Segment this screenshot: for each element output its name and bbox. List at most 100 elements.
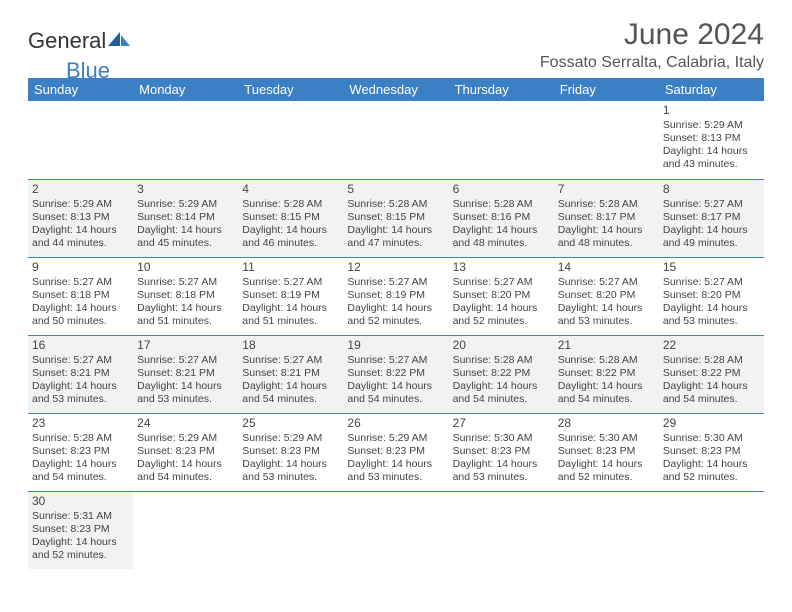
calendar-cell: 24Sunrise: 5:29 AMSunset: 8:23 PMDayligh… bbox=[133, 413, 238, 491]
sunrise-line: Sunrise: 5:29 AM bbox=[347, 432, 444, 445]
calendar-table: Sunday Monday Tuesday Wednesday Thursday… bbox=[28, 78, 764, 569]
calendar-cell bbox=[554, 101, 659, 179]
day-number: 30 bbox=[32, 494, 129, 509]
sunset-line: Sunset: 8:23 PM bbox=[453, 445, 550, 458]
daylight-line: Daylight: 14 hours and 47 minutes. bbox=[347, 224, 444, 250]
location-label: Fossato Serralta, Calabria, Italy bbox=[540, 54, 764, 72]
day-number: 8 bbox=[663, 182, 760, 197]
calendar-cell bbox=[659, 491, 764, 569]
sunrise-line: Sunrise: 5:28 AM bbox=[32, 432, 129, 445]
day-number: 27 bbox=[453, 416, 550, 431]
calendar-cell: 17Sunrise: 5:27 AMSunset: 8:21 PMDayligh… bbox=[133, 335, 238, 413]
calendar-cell: 5Sunrise: 5:28 AMSunset: 8:15 PMDaylight… bbox=[343, 179, 448, 257]
sunset-line: Sunset: 8:19 PM bbox=[347, 289, 444, 302]
calendar-cell: 11Sunrise: 5:27 AMSunset: 8:19 PMDayligh… bbox=[238, 257, 343, 335]
logo-text-general: General bbox=[28, 28, 106, 54]
calendar-cell bbox=[554, 491, 659, 569]
calendar-cell: 21Sunrise: 5:28 AMSunset: 8:22 PMDayligh… bbox=[554, 335, 659, 413]
sunrise-line: Sunrise: 5:27 AM bbox=[32, 354, 129, 367]
daylight-line: Daylight: 14 hours and 52 minutes. bbox=[32, 536, 129, 562]
sunrise-line: Sunrise: 5:27 AM bbox=[242, 276, 339, 289]
sunset-line: Sunset: 8:23 PM bbox=[32, 523, 129, 536]
logo-text-blue: Blue bbox=[66, 58, 110, 84]
sunrise-line: Sunrise: 5:28 AM bbox=[453, 198, 550, 211]
sunset-line: Sunset: 8:17 PM bbox=[558, 211, 655, 224]
day-number: 5 bbox=[347, 182, 444, 197]
weekday-header: Thursday bbox=[449, 78, 554, 101]
calendar-cell: 16Sunrise: 5:27 AMSunset: 8:21 PMDayligh… bbox=[28, 335, 133, 413]
sunrise-line: Sunrise: 5:27 AM bbox=[137, 354, 234, 367]
sunset-line: Sunset: 8:21 PM bbox=[137, 367, 234, 380]
calendar-row: 23Sunrise: 5:28 AM Sunset: 8:23 PM Dayligh… bbox=[28, 413, 764, 491]
day-number: 16 bbox=[32, 338, 129, 353]
daylight-line: Daylight: 14 hours and 54 minutes. bbox=[242, 380, 339, 406]
calendar-cell bbox=[133, 491, 238, 569]
sunrise-line: Sunrise: 5:30 AM bbox=[663, 432, 760, 445]
sunrise-line: Sunrise: 5:27 AM bbox=[347, 354, 444, 367]
daylight-line: Daylight: 14 hours and 44 minutes. bbox=[32, 224, 129, 250]
calendar-cell: 23Sunrise: 5:28 AMSunset: 8:23 PMDayligh… bbox=[28, 413, 133, 491]
day-number: 28 bbox=[558, 416, 655, 431]
daylight-line: Daylight: 14 hours and 52 minutes. bbox=[453, 302, 550, 328]
calendar-cell: 12Sunrise: 5:27 AMSunset: 8:19 PMDayligh… bbox=[343, 257, 448, 335]
sunset-line: Sunset: 8:19 PM bbox=[242, 289, 339, 302]
day-number: 21 bbox=[558, 338, 655, 353]
sunrise-line: Sunrise: 5:27 AM bbox=[453, 276, 550, 289]
calendar-cell: 8Sunrise: 5:27 AMSunset: 8:17 PMDaylight… bbox=[659, 179, 764, 257]
weekday-header: Monday bbox=[133, 78, 238, 101]
day-number: 20 bbox=[453, 338, 550, 353]
daylight-line: Daylight: 14 hours and 49 minutes. bbox=[663, 224, 760, 250]
sunset-line: Sunset: 8:16 PM bbox=[453, 211, 550, 224]
sunrise-line: Sunrise: 5:29 AM bbox=[137, 432, 234, 445]
day-number: 3 bbox=[137, 182, 234, 197]
calendar-cell: 27Sunrise: 5:30 AMSunset: 8:23 PMDayligh… bbox=[449, 413, 554, 491]
sunset-line: Sunset: 8:18 PM bbox=[32, 289, 129, 302]
sunrise-line: Sunrise: 5:28 AM bbox=[663, 354, 760, 367]
daylight-line: Daylight: 14 hours and 54 minutes. bbox=[453, 380, 550, 406]
calendar-cell: 14Sunrise: 5:27 AMSunset: 8:20 PMDayligh… bbox=[554, 257, 659, 335]
sunrise-line: Sunrise: 5:28 AM bbox=[347, 198, 444, 211]
sunrise-line: Sunrise: 5:27 AM bbox=[663, 276, 760, 289]
sunrise-line: Sunrise: 5:29 AM bbox=[32, 198, 129, 211]
day-number: 14 bbox=[558, 260, 655, 275]
day-number: 13 bbox=[453, 260, 550, 275]
sunset-line: Sunset: 8:15 PM bbox=[242, 211, 339, 224]
calendar-cell: 18Sunrise: 5:27 AMSunset: 8:21 PMDayligh… bbox=[238, 335, 343, 413]
sunset-line: Sunset: 8:13 PM bbox=[663, 132, 760, 145]
header: General June 2024 Fossato Serralta, Cala… bbox=[28, 18, 764, 72]
sunset-line: Sunset: 8:18 PM bbox=[137, 289, 234, 302]
sunrise-line: Sunrise: 5:30 AM bbox=[453, 432, 550, 445]
calendar-cell bbox=[28, 101, 133, 179]
calendar-cell: 7Sunrise: 5:28 AMSunset: 8:17 PMDaylight… bbox=[554, 179, 659, 257]
sunrise-line: Sunrise: 5:27 AM bbox=[242, 354, 339, 367]
sunrise-line: Sunrise: 5:31 AM bbox=[32, 510, 129, 523]
calendar-cell: 26Sunrise: 5:29 AMSunset: 8:23 PMDayligh… bbox=[343, 413, 448, 491]
calendar-cell: 1Sunrise: 5:29 AMSunset: 8:13 PMDaylight… bbox=[659, 101, 764, 179]
calendar-cell: 29Sunrise: 5:30 AMSunset: 8:23 PMDayligh… bbox=[659, 413, 764, 491]
calendar-cell bbox=[343, 491, 448, 569]
calendar-cell: 20Sunrise: 5:28 AMSunset: 8:22 PMDayligh… bbox=[449, 335, 554, 413]
sail-icon bbox=[106, 28, 132, 46]
sunset-line: Sunset: 8:13 PM bbox=[32, 211, 129, 224]
calendar-cell: 4Sunrise: 5:28 AMSunset: 8:15 PMDaylight… bbox=[238, 179, 343, 257]
daylight-line: Daylight: 14 hours and 54 minutes. bbox=[32, 458, 129, 484]
sunset-line: Sunset: 8:22 PM bbox=[663, 367, 760, 380]
day-number: 24 bbox=[137, 416, 234, 431]
daylight-line: Daylight: 14 hours and 52 minutes. bbox=[558, 458, 655, 484]
sunrise-line: Sunrise: 5:28 AM bbox=[558, 198, 655, 211]
day-number: 23 bbox=[32, 416, 129, 431]
sunrise-line: Sunrise: 5:27 AM bbox=[32, 276, 129, 289]
day-number: 29 bbox=[663, 416, 760, 431]
daylight-line: Daylight: 14 hours and 54 minutes. bbox=[558, 380, 655, 406]
daylight-line: Daylight: 14 hours and 43 minutes. bbox=[663, 145, 760, 171]
daylight-line: Daylight: 14 hours and 45 minutes. bbox=[137, 224, 234, 250]
sunset-line: Sunset: 8:23 PM bbox=[242, 445, 339, 458]
calendar-row: 9Sunrise: 5:27 AMSunset: 8:18 PMDaylight… bbox=[28, 257, 764, 335]
day-number: 25 bbox=[242, 416, 339, 431]
sunrise-line: Sunrise: 5:28 AM bbox=[242, 198, 339, 211]
daylight-line: Daylight: 14 hours and 48 minutes. bbox=[453, 224, 550, 250]
day-number: 19 bbox=[347, 338, 444, 353]
sunset-line: Sunset: 8:23 PM bbox=[663, 445, 760, 458]
sunrise-line: Sunrise: 5:28 AM bbox=[558, 354, 655, 367]
day-number: 9 bbox=[32, 260, 129, 275]
